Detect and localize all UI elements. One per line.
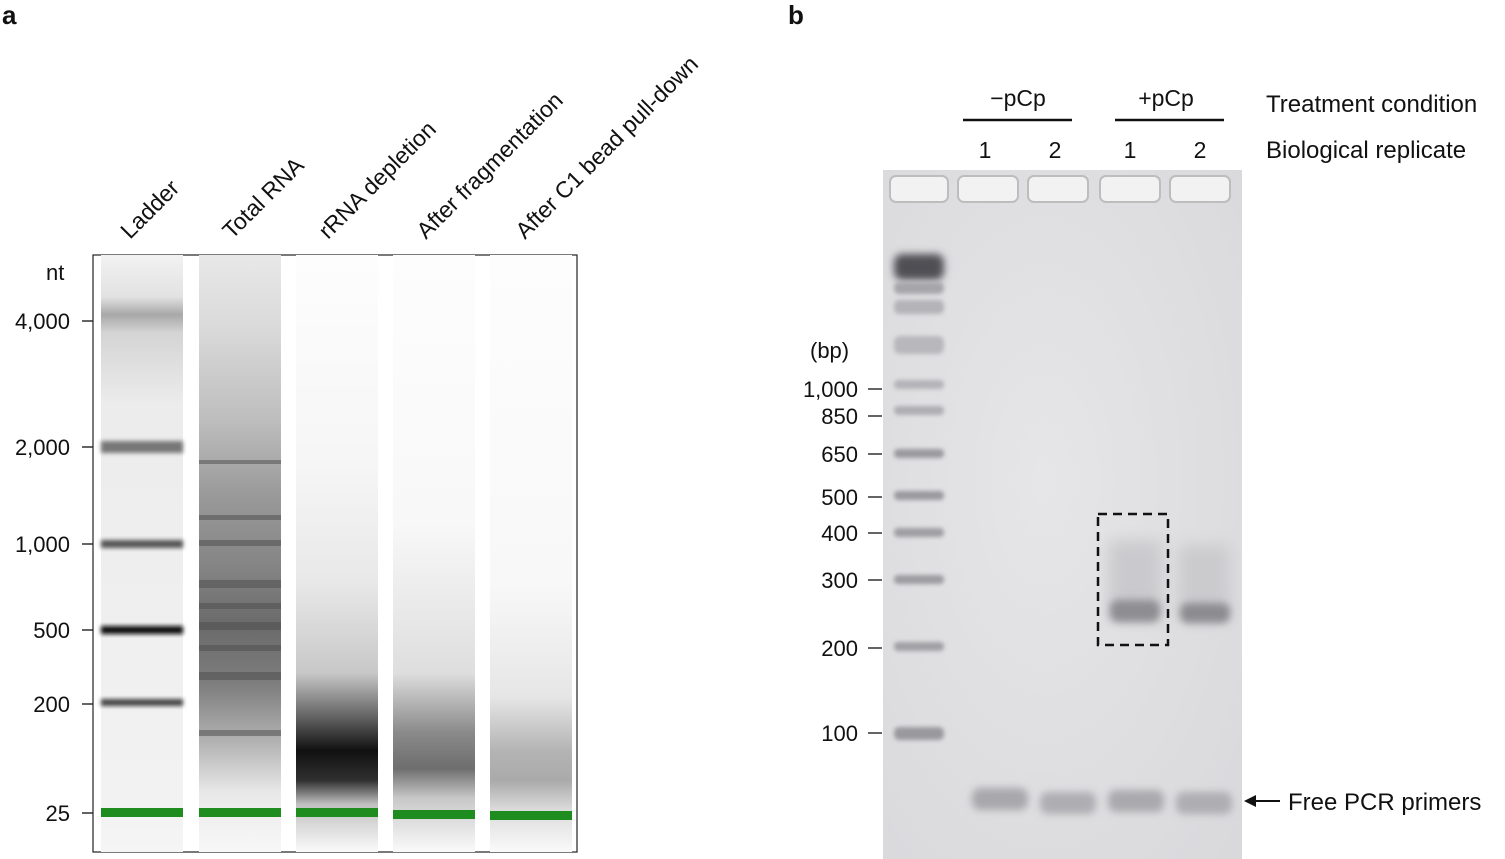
lane-label-after-c1: After C1 bead pull-down xyxy=(510,51,703,244)
ladder-band-500 xyxy=(101,626,183,634)
panel-b-tick-labels: 1,000 850 650 500 400 300 200 100 xyxy=(803,377,858,746)
panel-a-axis-unit: nt xyxy=(46,260,64,285)
gel-wells xyxy=(889,175,1231,203)
panel-b-ticks xyxy=(868,388,882,734)
row-label-treatment: Treatment condition xyxy=(1266,91,1477,118)
tick-label-500bp: 500 xyxy=(821,485,858,510)
tick-label-850bp: 850 xyxy=(821,404,858,429)
panel-a-lane-labels: Ladder Total RNA rRNA depletion After fr… xyxy=(115,51,703,244)
ladder-band-1000 xyxy=(101,540,183,548)
marker-bands xyxy=(101,808,572,820)
lane-rrna-depletion xyxy=(296,255,378,852)
panel-b-label: b xyxy=(788,0,804,30)
lane-total-rna xyxy=(199,255,281,852)
panel-a-tick-labels: 4,000 2,000 1,000 500 200 25 xyxy=(15,309,70,826)
tick-label-4000: 4,000 xyxy=(15,309,70,334)
panel-a-ticks xyxy=(82,320,93,814)
marker-band-after-c1 xyxy=(490,811,572,820)
tick-label-25: 25 xyxy=(46,801,70,826)
highlight-box xyxy=(1096,512,1170,647)
tick-label-1000bp: 1,000 xyxy=(803,377,858,402)
group-label-minus-pcp: −pCp xyxy=(990,85,1046,111)
marker-band-rrna-depletion xyxy=(296,808,378,817)
tick-label-500: 500 xyxy=(33,618,70,643)
tick-label-2000: 2,000 xyxy=(15,435,70,460)
lane-after-fragmentation xyxy=(393,255,475,852)
tick-label-300bp: 300 xyxy=(821,568,858,593)
replicate-label: 1 xyxy=(1124,137,1137,163)
ladder-band-2000 xyxy=(101,441,183,453)
tick-label-200: 200 xyxy=(33,692,70,717)
group-label-plus-pcp: +pCp xyxy=(1138,85,1194,111)
panel-a-label: a xyxy=(2,0,17,30)
arrowhead-icon xyxy=(1244,795,1256,807)
tick-label-650bp: 650 xyxy=(821,442,858,467)
marker-band-after-fragmentation xyxy=(393,810,475,819)
replicate-label: 2 xyxy=(1049,137,1062,163)
agarose-gel xyxy=(883,170,1242,859)
ladder-bands xyxy=(101,441,183,706)
lane-label-ladder: Ladder xyxy=(115,174,184,243)
gel-product-bands xyxy=(1108,540,1230,623)
ladder-band-200 xyxy=(101,699,183,706)
primer-annotation: Free PCR primers xyxy=(1244,789,1481,816)
panel-b-axis-unit: (bp) xyxy=(810,338,849,363)
lane-label-total-rna: Total RNA xyxy=(217,151,309,243)
marker-band-total-rna xyxy=(199,808,281,817)
lane-ladder xyxy=(101,255,183,852)
tick-label-100bp: 100 xyxy=(821,721,858,746)
tick-label-1000: 1,000 xyxy=(15,532,70,557)
replicate-label: 1 xyxy=(979,137,992,163)
marker-band-ladder xyxy=(101,808,183,817)
gel-ladder-bands xyxy=(894,254,944,740)
annotation-free-pcr-primers: Free PCR primers xyxy=(1288,789,1481,816)
replicate-labels: 1 2 1 2 xyxy=(979,137,1207,163)
total-rna-bands xyxy=(199,460,281,736)
gel-primer-bands xyxy=(972,788,1232,814)
row-label-replicate: Biological replicate xyxy=(1266,137,1466,164)
replicate-label: 2 xyxy=(1194,137,1207,163)
panel-a-lanes xyxy=(101,255,572,852)
tick-label-200bp: 200 xyxy=(821,636,858,661)
lane-after-c1 xyxy=(490,255,572,852)
tick-label-400bp: 400 xyxy=(821,521,858,546)
